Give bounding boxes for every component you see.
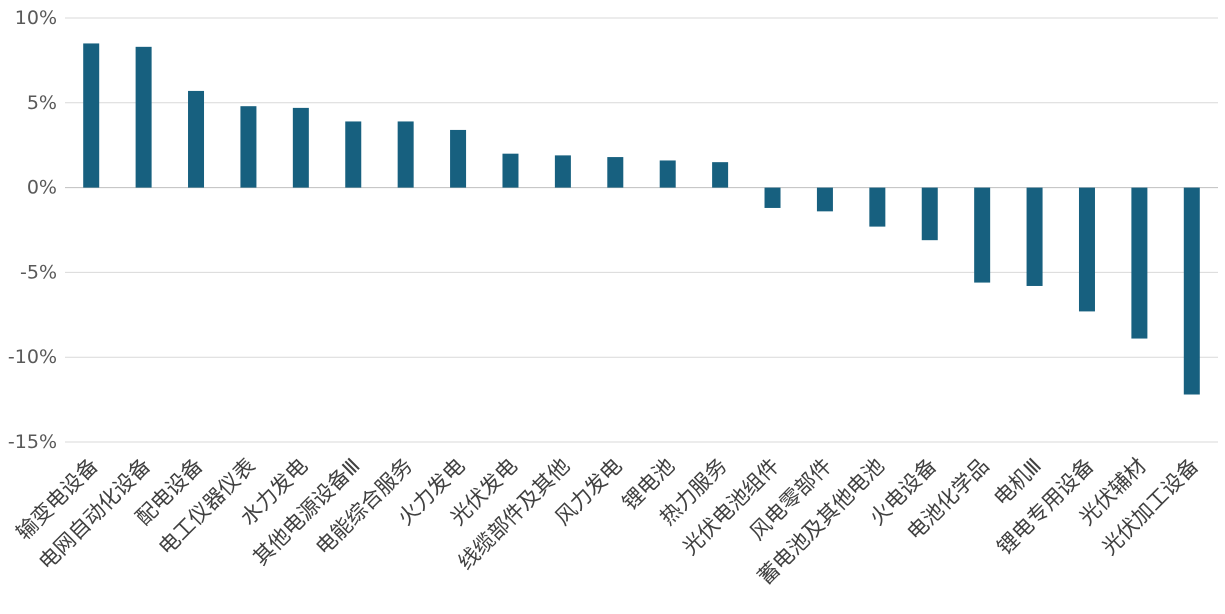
grid-lines xyxy=(65,17,1218,443)
y-tick-label: -10% xyxy=(8,346,57,368)
bar xyxy=(869,187,886,227)
x-axis-category-labels: 输变电设备电网自动化设备配电设备电工仪器仪表水力发电其他电源设备Ⅲ电能综合服务火… xyxy=(12,454,1204,590)
bars xyxy=(83,43,1200,395)
bar xyxy=(1183,187,1200,395)
y-tick-label: 5% xyxy=(27,92,57,114)
bar xyxy=(554,155,571,188)
bar xyxy=(921,187,938,241)
bar xyxy=(607,157,624,188)
y-axis-tick-labels: 10% 5% 0% -5% -10% -15% xyxy=(8,7,57,453)
bar xyxy=(188,90,205,188)
bar xyxy=(292,107,309,188)
bar xyxy=(135,46,152,188)
bar xyxy=(764,187,781,208)
bar xyxy=(397,121,414,188)
bar xyxy=(502,153,519,188)
bar xyxy=(1026,187,1043,286)
bar xyxy=(83,43,100,188)
bar xyxy=(345,121,362,188)
bar xyxy=(712,162,729,188)
bar xyxy=(1078,187,1095,312)
bar xyxy=(974,187,991,283)
bar xyxy=(450,129,467,188)
y-tick-label: -15% xyxy=(8,431,57,453)
y-tick-label: 0% xyxy=(27,177,57,199)
bar xyxy=(659,160,676,188)
y-tick-label: -5% xyxy=(20,261,57,283)
bar xyxy=(816,187,833,212)
bar xyxy=(1131,187,1148,339)
bar xyxy=(240,106,257,188)
y-tick-label: 10% xyxy=(15,7,57,29)
